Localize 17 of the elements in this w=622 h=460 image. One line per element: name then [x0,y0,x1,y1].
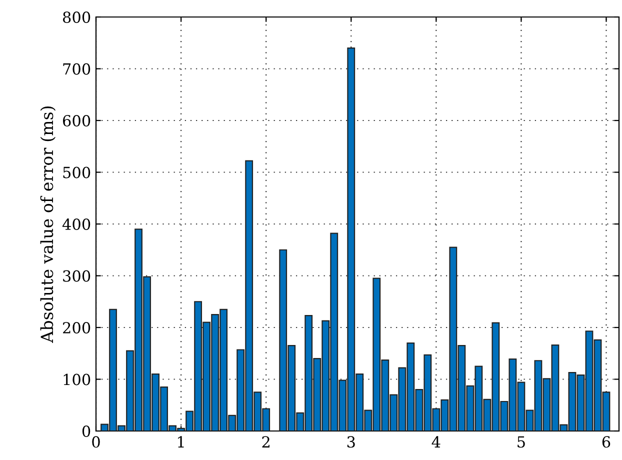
x-tick-label: 1 [178,436,184,448]
y-tick-label: 700 [63,63,90,75]
y-tick-label: 500 [63,166,90,178]
y-axis-title: Absolute value of error (ms) [40,106,56,343]
y-tick-label: 100 [64,374,90,386]
x-tick-label: 5 [518,436,525,448]
y-tick-label: 400 [62,218,90,230]
x-tick-label: 3 [347,436,355,448]
y-tick-label: 200 [63,322,90,334]
y-tick-label: 300 [63,270,90,282]
y-tick-label: 600 [63,114,90,127]
y-tick-label: 800 [63,11,90,24]
x-tick-label: 6 [602,436,610,448]
x-tick-label: 0 [92,436,100,448]
x-tick-label: 4 [432,436,440,448]
x-tick-label: 2 [262,436,270,448]
y-tick-label: 0 [82,425,90,438]
